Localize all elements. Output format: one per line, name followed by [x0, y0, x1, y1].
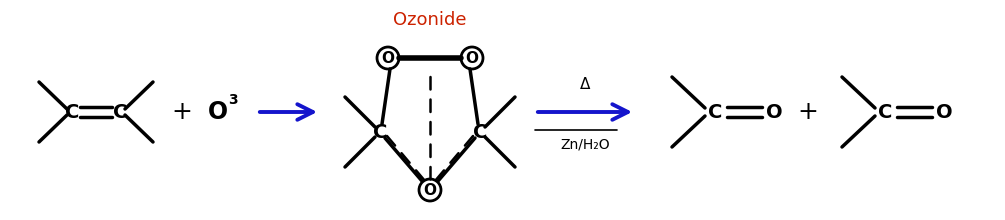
Text: O: O — [382, 51, 395, 66]
Text: O: O — [465, 51, 478, 66]
Text: C: C — [64, 103, 79, 121]
Text: C: C — [877, 103, 892, 121]
Text: O: O — [936, 103, 953, 121]
Text: Δ: Δ — [580, 77, 590, 92]
Text: 3: 3 — [228, 93, 238, 107]
Text: O: O — [766, 103, 782, 121]
Text: C: C — [472, 123, 487, 141]
Text: O: O — [423, 183, 436, 198]
Text: +: + — [798, 100, 818, 124]
Text: C: C — [113, 103, 128, 121]
Text: +: + — [172, 100, 192, 124]
Text: C: C — [373, 123, 387, 141]
Text: Zn/H₂O: Zn/H₂O — [560, 137, 610, 151]
Text: C: C — [708, 103, 723, 121]
Text: O: O — [208, 100, 228, 124]
Text: Ozonide: Ozonide — [393, 11, 466, 29]
